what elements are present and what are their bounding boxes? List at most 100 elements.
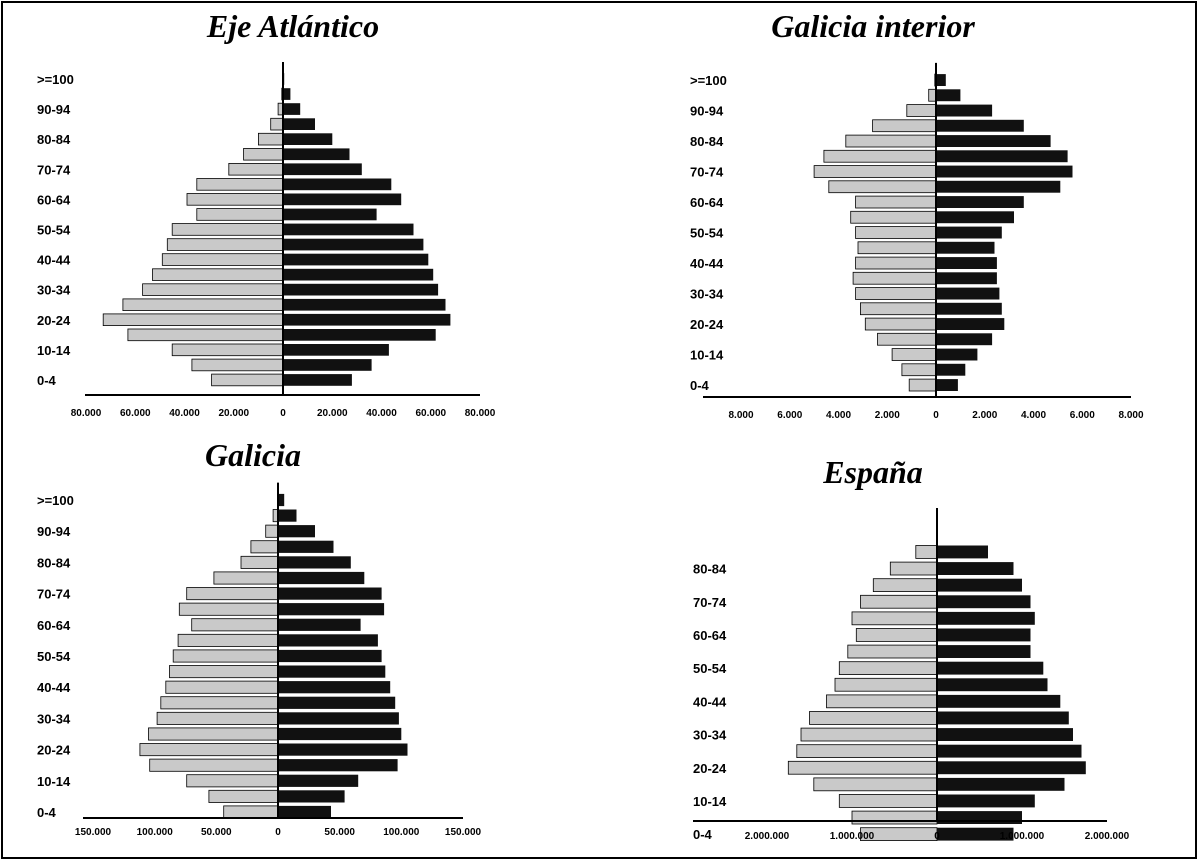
right-bar-45-49 bbox=[936, 242, 995, 254]
right-bar-50-54 bbox=[936, 227, 1002, 239]
x-tick-label: 50.000 bbox=[324, 827, 355, 838]
age-label: 90-94 bbox=[37, 102, 71, 117]
left-bar-45-49 bbox=[170, 666, 279, 678]
right-bar-60-64 bbox=[936, 196, 1024, 208]
age-label: 50-54 bbox=[690, 226, 724, 241]
right-bar-15-19 bbox=[283, 329, 436, 341]
left-bar-20-24 bbox=[103, 314, 283, 326]
pyramid-title: Galicia bbox=[205, 437, 301, 473]
left-bar-65-69 bbox=[852, 612, 937, 625]
right-bar-60-64 bbox=[283, 194, 401, 206]
right-bar-70-74 bbox=[936, 166, 1073, 178]
right-bar-65-69 bbox=[278, 603, 384, 615]
right-bar-5-9 bbox=[937, 811, 1022, 824]
right-bar-20-24 bbox=[283, 314, 450, 326]
right-bar-90-94 bbox=[283, 103, 300, 115]
age-label: 20-24 bbox=[693, 761, 727, 776]
right-bar-30-34 bbox=[283, 284, 438, 296]
pyramid-panel-4: España0-410-1420-2430-3440-4450-5460-647… bbox=[693, 454, 1130, 842]
left-bar-70-74 bbox=[861, 595, 938, 608]
right-bar-65-69 bbox=[937, 612, 1035, 625]
age-label: 40-44 bbox=[690, 256, 724, 271]
x-tick-label: 20.000 bbox=[317, 408, 348, 419]
right-bar-25-29 bbox=[278, 728, 401, 740]
x-tick-label: 4.000 bbox=[1021, 410, 1046, 421]
left-bar-45-49 bbox=[167, 239, 283, 251]
age-label: 40-44 bbox=[37, 680, 71, 695]
left-bar-80-84 bbox=[846, 135, 936, 147]
age-label: 80-84 bbox=[37, 555, 71, 570]
pyramid-panel-2: Galicia interior0-410-1420-2430-3440-445… bbox=[690, 8, 1144, 421]
age-label: 50-54 bbox=[37, 223, 71, 238]
age-label: 30-34 bbox=[690, 287, 724, 302]
left-bar-45-49 bbox=[835, 678, 937, 691]
x-tick-label: 20.000 bbox=[219, 408, 250, 419]
right-bar-5-9 bbox=[936, 364, 965, 376]
right-bar-50-54 bbox=[278, 650, 382, 662]
x-tick-label: 8.000 bbox=[728, 410, 753, 421]
left-bar-40-44 bbox=[162, 254, 283, 266]
right-bar-75-79 bbox=[278, 572, 364, 584]
left-bar-85-89 bbox=[873, 120, 936, 132]
x-tick-label: 50.000 bbox=[201, 827, 232, 838]
age-label: 70-74 bbox=[37, 162, 71, 177]
x-tick-label: 80.000 bbox=[465, 408, 496, 419]
left-bar-25-29 bbox=[149, 728, 279, 740]
x-tick-label: 150.000 bbox=[75, 827, 112, 838]
left-bar-20-24 bbox=[788, 761, 937, 774]
right-bar-45-49 bbox=[283, 239, 423, 251]
left-bar-20-24 bbox=[140, 744, 278, 756]
right-bar-70-74 bbox=[937, 595, 1031, 608]
left-bar-30-34 bbox=[157, 712, 278, 724]
x-tick-label: 80.000 bbox=[71, 408, 102, 419]
age-label: >=100 bbox=[37, 72, 74, 87]
x-tick-label: 0 bbox=[275, 827, 281, 838]
left-bar-0-4 bbox=[212, 374, 283, 386]
x-tick-label: 40.000 bbox=[366, 408, 397, 419]
left-bar-30-34 bbox=[801, 728, 937, 741]
right-bar-50-54 bbox=[937, 662, 1043, 675]
left-bar-25-29 bbox=[797, 745, 937, 758]
right-bar-85-89 bbox=[283, 118, 315, 130]
right-bar-75-79 bbox=[937, 579, 1022, 592]
left-bar-55-59 bbox=[178, 634, 278, 646]
right-bar-55-59 bbox=[937, 645, 1031, 658]
left-bar-35-39 bbox=[153, 269, 284, 281]
left-bar-55-59 bbox=[851, 211, 936, 223]
left-bar-80-84 bbox=[258, 133, 283, 145]
left-bar-65-69 bbox=[829, 181, 936, 193]
right-bar-35-39 bbox=[936, 272, 997, 284]
right-bar-60-64 bbox=[937, 629, 1031, 642]
age-label: 70-74 bbox=[37, 587, 71, 602]
x-tick-label: 0 bbox=[933, 410, 939, 421]
left-bar-85-89 bbox=[916, 546, 937, 559]
left-bar-10-14 bbox=[172, 344, 283, 356]
age-label: >=100 bbox=[690, 73, 727, 88]
left-bar-55-59 bbox=[848, 645, 937, 658]
x-tick-label: 8.000 bbox=[1118, 410, 1143, 421]
left-bar-50-54 bbox=[173, 650, 278, 662]
right-bar-0-4 bbox=[283, 374, 352, 386]
right-bar-85-89 bbox=[937, 546, 988, 559]
age-label: 80-84 bbox=[37, 132, 71, 147]
right-bar-55-59 bbox=[278, 634, 378, 646]
right-bar-80-84 bbox=[936, 135, 1051, 147]
left-bar-50-54 bbox=[839, 662, 937, 675]
right-bar-25-29 bbox=[936, 303, 1002, 315]
right-bar-10-14 bbox=[937, 795, 1035, 808]
right-bar-0-4 bbox=[278, 806, 331, 818]
age-label: 80-84 bbox=[690, 134, 724, 149]
age-label: 0-4 bbox=[693, 827, 713, 842]
x-tick-label: 2.000 bbox=[875, 410, 900, 421]
right-bar-5-9 bbox=[278, 790, 345, 802]
left-bar-85-89 bbox=[251, 541, 278, 553]
right-bar->=100 bbox=[936, 74, 946, 86]
age-label: 0-4 bbox=[37, 805, 57, 820]
left-bar-40-44 bbox=[827, 695, 938, 708]
left-bar-35-39 bbox=[810, 712, 938, 725]
age-label: 10-14 bbox=[690, 348, 724, 363]
right-bar-20-24 bbox=[937, 761, 1086, 774]
right-bar-90-94 bbox=[936, 105, 992, 117]
right-bar-15-19 bbox=[937, 778, 1065, 791]
left-bar-25-29 bbox=[123, 299, 283, 311]
